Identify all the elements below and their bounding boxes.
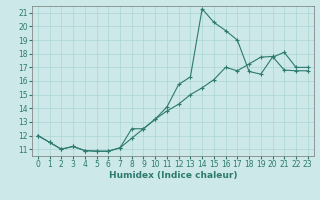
X-axis label: Humidex (Indice chaleur): Humidex (Indice chaleur) [108,171,237,180]
